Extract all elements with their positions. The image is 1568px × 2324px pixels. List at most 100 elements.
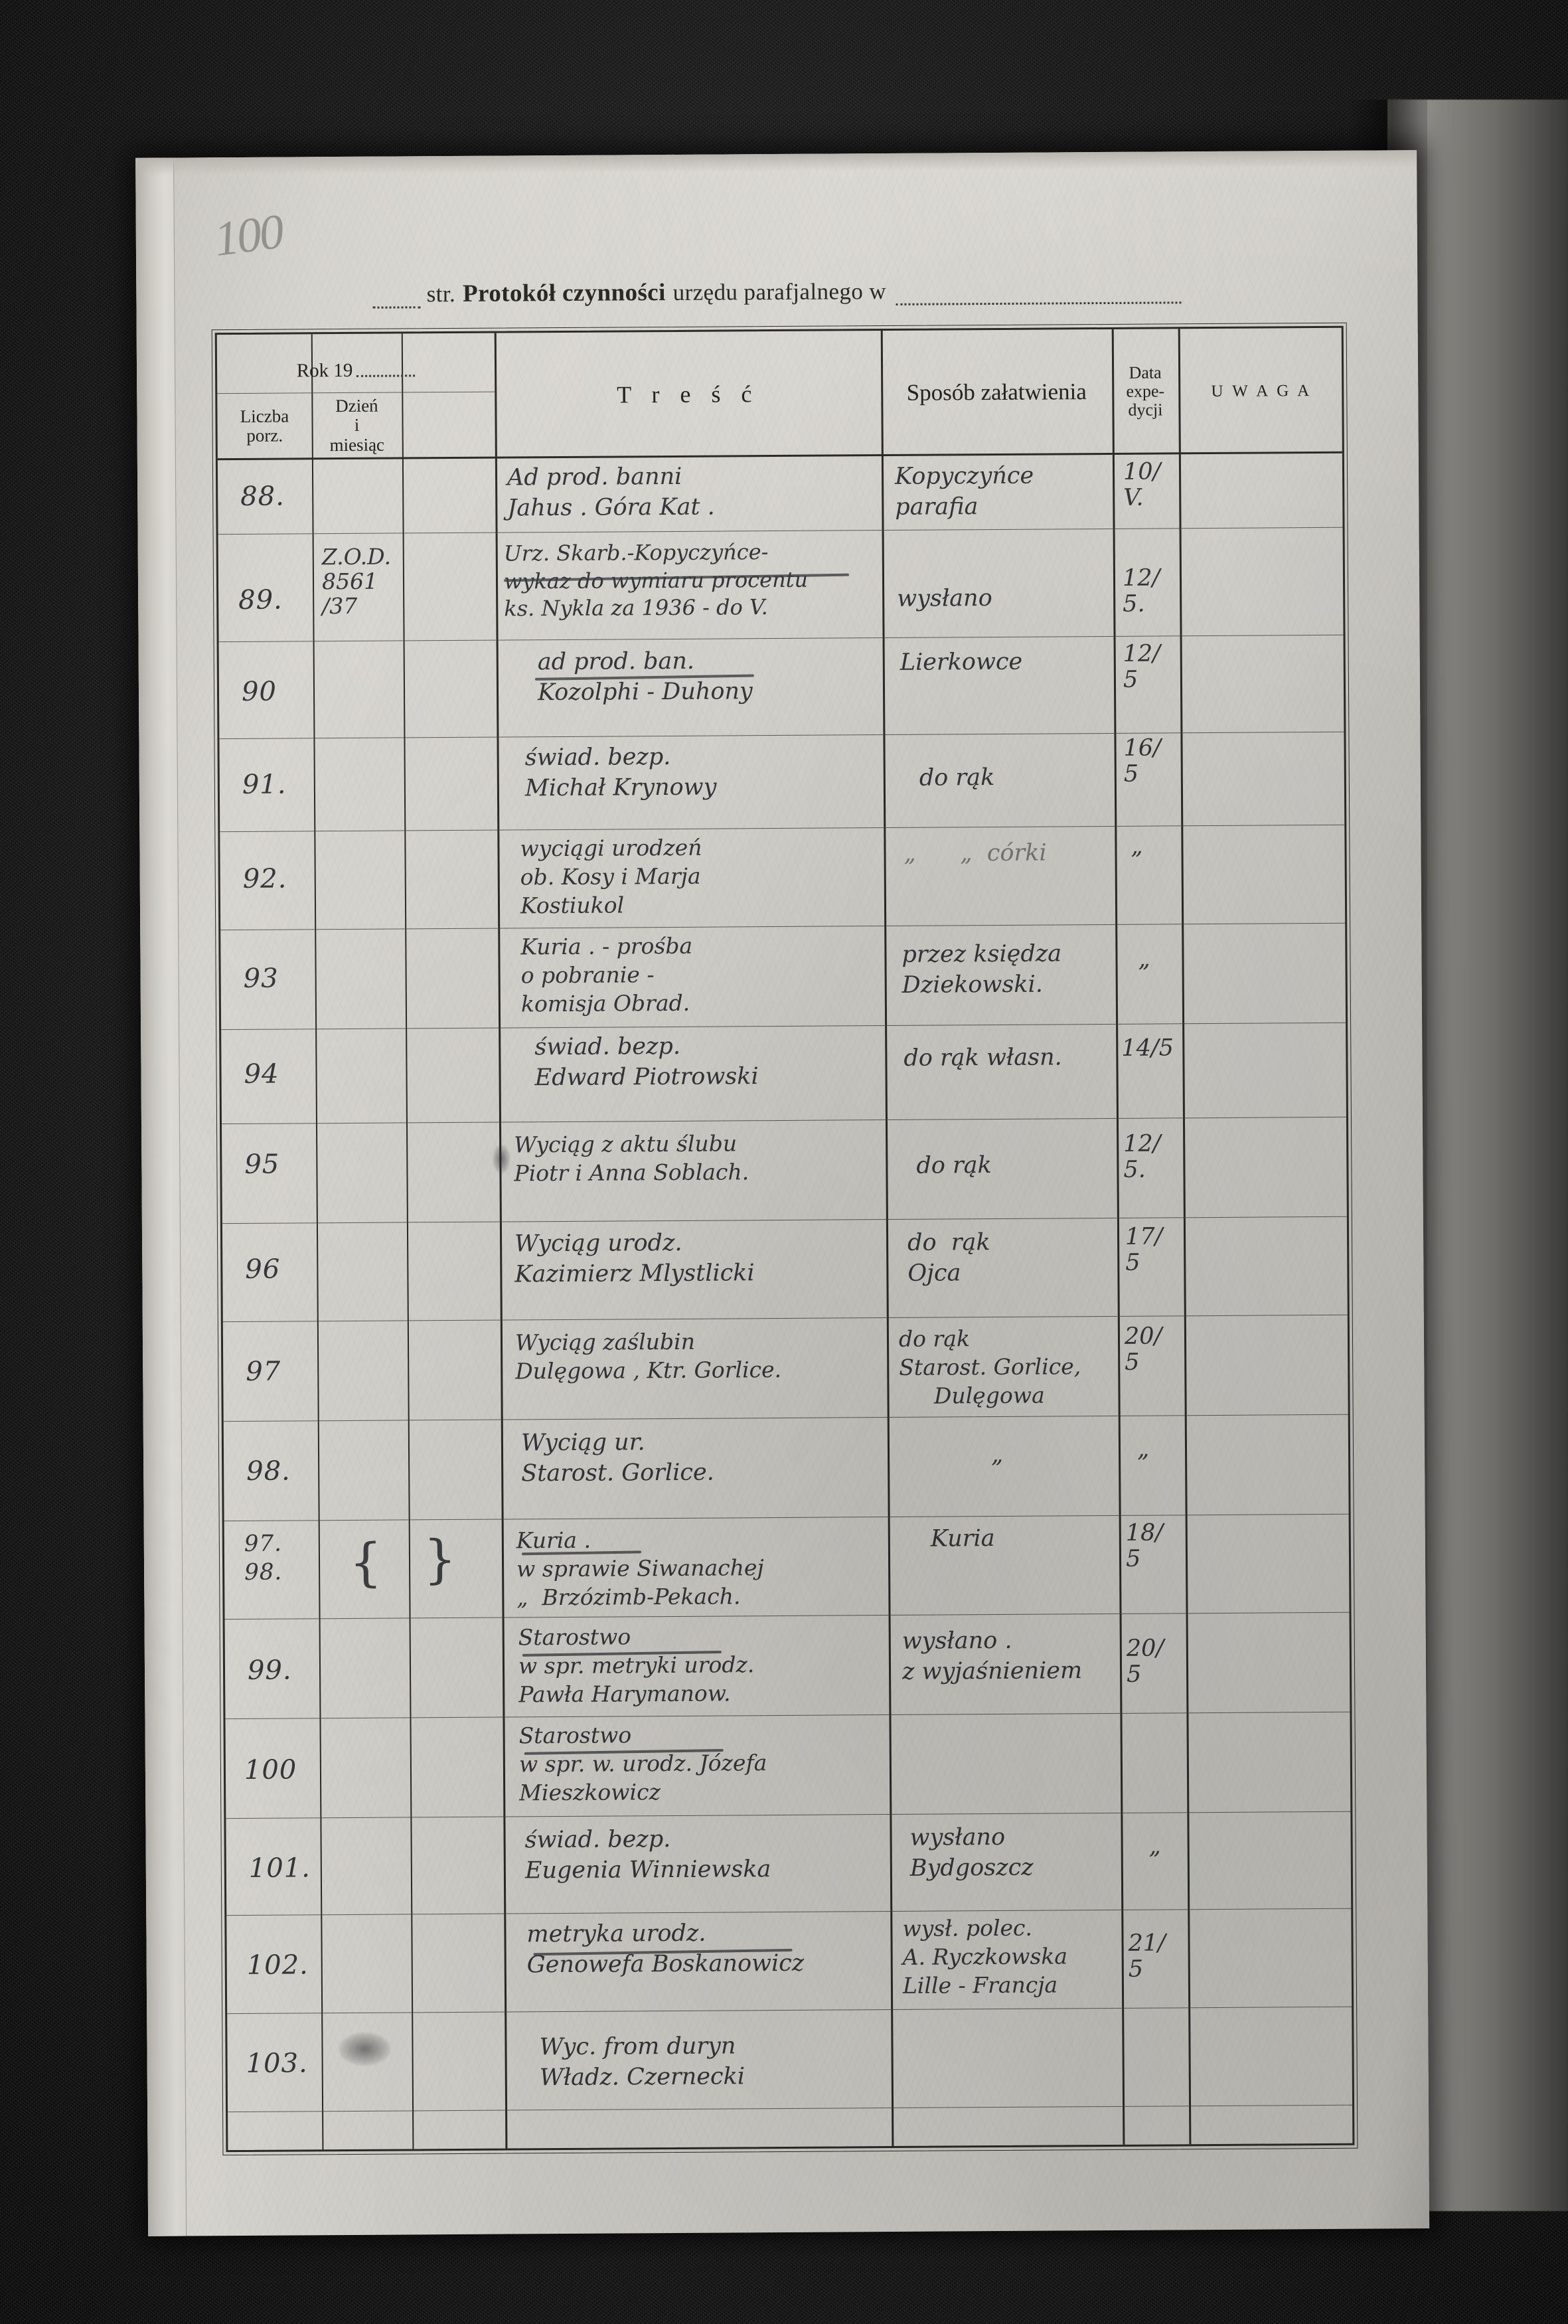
- header-data-expedycji: Data expe- dycji: [1126, 363, 1165, 420]
- row-rule: [226, 1908, 1352, 1916]
- row-data: „: [1148, 1833, 1161, 1860]
- row-sposob: do rąk Ojca: [907, 1229, 990, 1287]
- header-rok: Rok 19: [218, 352, 493, 391]
- row-rule: [224, 1612, 1350, 1620]
- row-data: 18/ 5: [1125, 1519, 1164, 1573]
- row-number: 103.: [246, 2048, 308, 2079]
- row-number: 91.: [242, 769, 287, 800]
- row-data: 12/ 5.: [1123, 1130, 1161, 1184]
- row-tresc: Wyciąg ur. Starost. Gorlice.: [520, 1429, 714, 1487]
- row-sposob: wysł. polec. A. Ryczkowska Lille - Franc…: [902, 1914, 1068, 1999]
- row-sposob: przez księdza Dziekowski.: [902, 940, 1062, 999]
- row-data: 12/ 5.: [1122, 564, 1160, 618]
- row-rule: [218, 527, 1343, 535]
- header-sposob-zalatwienia: Sposób załatwienia: [906, 378, 1087, 406]
- header-rule-rok: [217, 391, 495, 394]
- column-rule-dzien: [401, 333, 414, 2149]
- headline-title: Protokół czynności: [462, 279, 666, 307]
- row-sposob: do rąk Starost. Gorlice, Dulęgowa: [898, 1325, 1081, 1409]
- protocol-table: Rok 19 Liczba porz. Dzień i miesiąc T r …: [211, 322, 1358, 2156]
- header-uwaga: U W A G A: [1211, 381, 1312, 400]
- headline-left-dots: [372, 293, 421, 309]
- row-data: „: [1131, 833, 1143, 860]
- row-number: 89.: [238, 584, 283, 616]
- row-data: 20/ 5: [1126, 1635, 1164, 1689]
- row-number: 93: [243, 963, 279, 994]
- row-number: 94: [244, 1058, 279, 1090]
- ledger-page: 100 str. Protokół czynności urzędu parafja…: [135, 150, 1430, 2236]
- row-number: 96: [245, 1254, 281, 1285]
- row-data: 12/ 5: [1123, 640, 1161, 694]
- column-rule-uwaga: [1178, 329, 1192, 2145]
- row-number: 98.: [246, 1455, 291, 1487]
- row-rule: [220, 922, 1346, 931]
- row-tresc: Kuria . - prośba o pobranie - komisja Ob…: [520, 932, 693, 1017]
- row-rule: [220, 824, 1345, 833]
- row-number: 92.: [242, 863, 287, 894]
- page-headline: str. Protokół czynności urzędu parafjalneg…: [136, 274, 1417, 310]
- row-number: 97. 98.: [244, 1530, 283, 1586]
- row-data: 20/ 5: [1124, 1323, 1162, 1376]
- row-data: „: [1137, 1436, 1150, 1463]
- row-rule: [225, 1711, 1350, 1720]
- row-sposob: „ „ córki: [903, 839, 1047, 867]
- row-sposob: Kopyczyńce parafia: [894, 462, 1034, 521]
- row-pair-brace: }: [423, 1529, 457, 1590]
- row-data: 21/ 5: [1128, 1930, 1166, 1983]
- header-liczba-porz: Liczba porz.: [240, 406, 289, 446]
- row-rule: [224, 1513, 1349, 1522]
- row-data: „: [1138, 946, 1150, 973]
- row-tresc: Starostwo w spr. w. urodz. Józefa Mieszk…: [518, 1722, 767, 1806]
- row-sposob: wysłano . z wyjaśnieniem: [902, 1627, 1083, 1685]
- row-tresc: świad. bezp. Edward Piotrowski: [534, 1033, 759, 1091]
- row-number: 88.: [240, 481, 285, 512]
- ink-smudge: [339, 2032, 391, 2066]
- row-sposob: do rąk: [919, 764, 995, 791]
- row-rule: [219, 731, 1344, 740]
- row-sposob: wysłano Bydgoszcz: [909, 1823, 1034, 1882]
- row-sposob: wysłano: [897, 585, 992, 612]
- row-number: 97: [246, 1356, 281, 1387]
- row-rule: [222, 1216, 1347, 1224]
- row-sposob: Kuria: [930, 1525, 995, 1552]
- row-number: 95: [244, 1149, 280, 1180]
- row-pair-brace-left: }: [349, 1533, 382, 1593]
- row-sposob: „: [990, 1441, 1004, 1469]
- header-rok-label: Rok 19: [296, 360, 353, 382]
- ink-smudge: [493, 1144, 510, 1174]
- headline-right-dots: [896, 289, 1182, 305]
- row-sposob: do rąk: [916, 1152, 992, 1179]
- folio-number: 100: [210, 204, 285, 268]
- header-dzien-miesiac: Dzień i miesiąc: [329, 395, 385, 455]
- row-rule: [228, 2104, 1353, 2113]
- row-rule: [218, 634, 1344, 643]
- column-rule-sposob: [880, 331, 894, 2146]
- row-tresc: wyciągi urodzeń ob. Kosy i Marja Kostiuk…: [520, 834, 702, 919]
- row-number: 90: [241, 676, 277, 707]
- row-tresc: Ad prod. banni Jahus . Góra Kat .: [507, 463, 715, 521]
- row-number: 100: [244, 1754, 297, 1785]
- row-tresc: Wyciąg z aktu ślubu Piotr i Anna Soblach…: [514, 1130, 749, 1187]
- header-tresc: T r e ś ć: [617, 380, 759, 408]
- row-sposob: Lierkowce: [900, 648, 1023, 676]
- row-rule: [227, 2006, 1352, 2015]
- row-reference: Z.O.D. 8561 /37: [321, 543, 392, 620]
- row-number: 101.: [248, 1853, 311, 1884]
- row-data: 14/5: [1121, 1035, 1174, 1062]
- row-number: 102.: [246, 1950, 309, 1981]
- row-number: 99.: [247, 1655, 292, 1686]
- row-tresc: Wyciąg urodz. Kazimierz Mlystlicki: [514, 1229, 755, 1287]
- row-tresc: Starostwo w spr. metryki urodz. Pawła Ha…: [518, 1623, 755, 1708]
- row-data: 17/ 5: [1125, 1223, 1163, 1277]
- row-rule: [223, 1414, 1348, 1422]
- row-tresc: Wyc. from duryn Władz. Czernecki: [539, 2033, 745, 2091]
- row-rule: [221, 1022, 1346, 1031]
- row-data: 16/ 5: [1123, 734, 1162, 788]
- headline-rest: urzędu parafjalnego w: [672, 278, 887, 305]
- row-rule: [222, 1314, 1348, 1323]
- row-tresc: świad. bezp. Michał Krynowy: [524, 743, 717, 801]
- row-tresc: Kuria . w sprawie Siwanachej „ Brzózimb-…: [516, 1527, 764, 1611]
- row-data: 10/ V.: [1123, 458, 1161, 512]
- row-rule: [226, 1811, 1351, 1819]
- row-rule: [221, 1116, 1346, 1125]
